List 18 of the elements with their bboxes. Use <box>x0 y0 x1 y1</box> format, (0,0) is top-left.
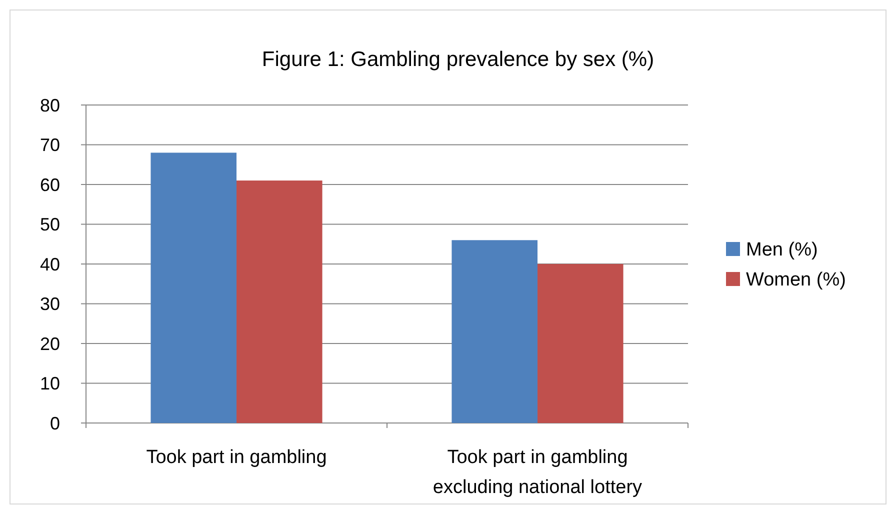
chart-title: Figure 1: Gambling prevalence by sex (%) <box>262 48 654 71</box>
y-tick-label: 80 <box>40 95 60 116</box>
y-tick-label: 0 <box>50 413 60 434</box>
bar <box>150 152 236 423</box>
bar <box>452 240 538 423</box>
x-tick-label: Took part in gambling <box>146 447 327 468</box>
y-tick-label: 30 <box>40 294 60 314</box>
y-tick-label: 60 <box>40 174 60 195</box>
y-tick-label: 40 <box>40 254 60 274</box>
y-tick-label: 20 <box>40 334 60 354</box>
y-tick-label: 50 <box>40 214 60 235</box>
x-tick-label: Took part in gambling excluding national lottery <box>432 447 643 498</box>
bar <box>538 264 624 423</box>
bar <box>236 180 322 423</box>
y-tick-label: 70 <box>40 135 60 156</box>
legend-label: Men (%) <box>746 240 818 261</box>
legend-label: Women (%) <box>746 270 846 291</box>
y-tick-label: 10 <box>40 374 60 394</box>
